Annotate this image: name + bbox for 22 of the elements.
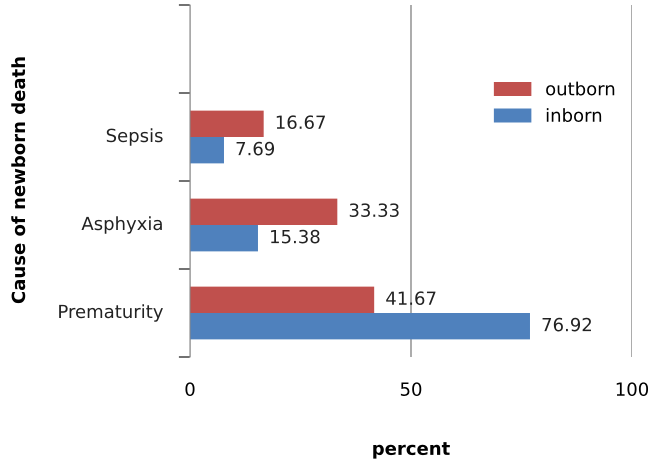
data-label: 15.38 [271,230,320,244]
y-tick-label: Prematurity [59,304,163,322]
legend-label: outborn [546,82,614,96]
data-label: 41.67 [386,291,436,306]
bar [190,110,264,137]
x-tick-label: 100 [616,382,648,396]
data-label: 33.33 [350,203,399,218]
bar [190,313,530,340]
bar [190,198,338,225]
data-label: 76.92 [542,318,591,332]
y-tick-label: Asphyxia [82,216,162,234]
data-label: 7.69 [236,142,274,156]
x-axis-title: percent [373,442,450,459]
bar [190,225,258,252]
legend-label: inborn [546,108,602,122]
data-label: 16.67 [276,115,325,130]
bar [190,137,224,164]
y-tick-label: Sepsis [106,128,163,146]
bar [190,286,374,313]
y-axis-title: Cause of newborn death [11,57,26,304]
x-tick-label: 50 [400,382,422,396]
x-tick-label: 0 [185,382,195,396]
